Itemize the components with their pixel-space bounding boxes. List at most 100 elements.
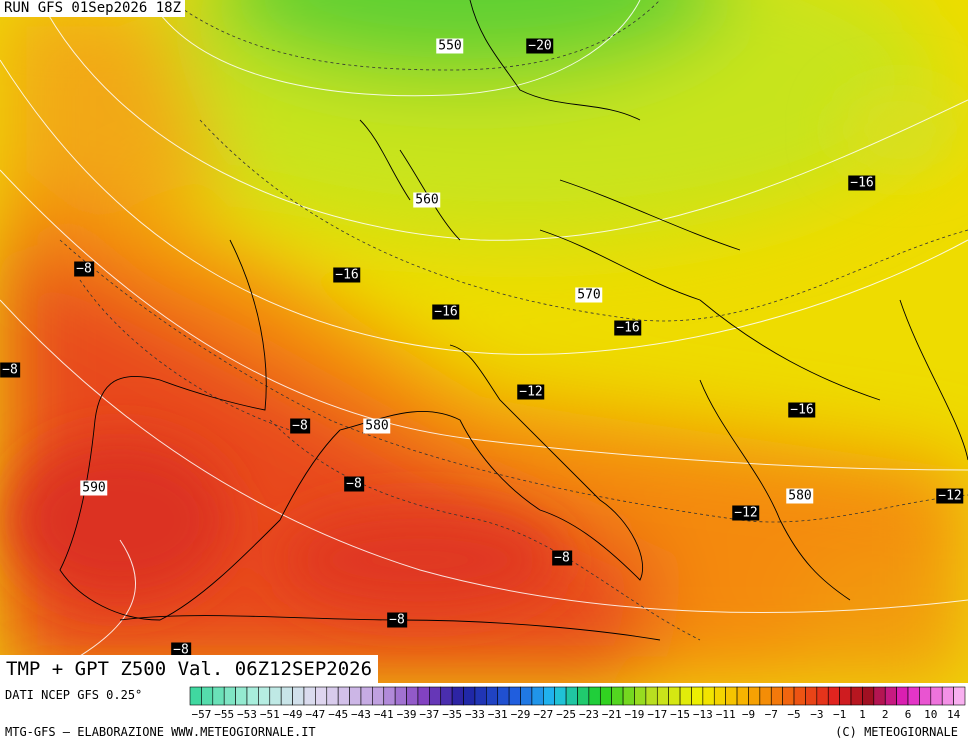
height-contours (0, 0, 968, 683)
color-swatch (793, 686, 806, 706)
color-swatch (451, 686, 464, 706)
temperature-contours (59, 0, 968, 641)
height-label: 580 (363, 418, 391, 434)
tick-label: −51 (259, 708, 280, 721)
footer-right: (C) METEOGIORNALE (835, 725, 958, 739)
color-swatch (497, 686, 510, 706)
color-swatch (702, 686, 715, 706)
color-swatch (941, 686, 954, 706)
color-swatch (782, 686, 795, 706)
color-swatch (691, 686, 704, 706)
color-swatch (235, 686, 248, 706)
color-swatch (599, 686, 612, 706)
color-swatch (588, 686, 601, 706)
temperature-label: −8 (387, 612, 407, 628)
tick-label: −31 (487, 708, 508, 721)
temperature-label: −16 (848, 175, 876, 191)
color-swatch (645, 686, 658, 706)
color-swatch (303, 686, 316, 706)
tick-label: −19 (624, 708, 645, 721)
color-swatch (577, 686, 590, 706)
color-swatch (907, 686, 920, 706)
color-swatch (508, 686, 521, 706)
height-label: 560 (413, 192, 441, 208)
temperature-label: −16 (432, 304, 460, 320)
tick-label: −29 (510, 708, 531, 721)
color-swatch (565, 686, 578, 706)
tick-label: −13 (692, 708, 713, 721)
color-swatch (611, 686, 624, 706)
color-swatch (759, 686, 772, 706)
color-bar (189, 686, 966, 706)
color-swatch (919, 686, 932, 706)
height-label: 570 (575, 287, 603, 303)
temperature-label: −8 (74, 261, 94, 277)
tick-label: −45 (328, 708, 349, 721)
tick-label: −53 (237, 708, 257, 721)
color-swatch (520, 686, 533, 706)
color-swatch (189, 686, 202, 706)
tick-label: −37 (419, 708, 440, 721)
tick-label: −49 (282, 708, 303, 721)
color-swatch (850, 686, 863, 706)
tick-label: −43 (351, 708, 371, 721)
height-label: 550 (436, 38, 464, 54)
color-swatch (884, 686, 897, 706)
color-swatch (246, 686, 259, 706)
color-swatch (770, 686, 783, 706)
temperature-label: −8 (290, 418, 310, 434)
tick-label: −17 (647, 708, 668, 721)
temperature-label: −12 (517, 384, 545, 400)
color-swatch (372, 686, 385, 706)
temperature-label: −12 (732, 505, 760, 521)
color-swatch (429, 686, 442, 706)
color-swatch (383, 686, 396, 706)
tick-label: 1 (859, 708, 866, 721)
color-swatch (805, 686, 818, 706)
color-swatch (394, 686, 407, 706)
color-swatch (862, 686, 875, 706)
coastlines (59, 0, 968, 641)
color-swatch (315, 686, 328, 706)
temperature-label: −16 (788, 402, 816, 418)
temperature-label: −8 (0, 362, 20, 378)
tick-label: −27 (533, 708, 554, 721)
color-swatch (656, 686, 669, 706)
tick-label: −41 (373, 708, 394, 721)
color-swatch (531, 686, 544, 706)
color-swatch (223, 686, 236, 706)
color-swatch (337, 686, 350, 706)
tick-label: −25 (556, 708, 577, 721)
color-swatch (486, 686, 499, 706)
color-swatch (873, 686, 886, 706)
tick-label: −9 (741, 708, 756, 721)
tick-label: −15 (670, 708, 690, 721)
footer-left: MTG-GFS – ELABORAZIONE WWW.METEOGIORNALE… (5, 725, 316, 739)
color-swatch (736, 686, 749, 706)
tick-label: −57 (191, 708, 212, 721)
color-swatch (269, 686, 282, 706)
temperature-label: −8 (552, 550, 572, 566)
temperature-label: −12 (936, 488, 964, 504)
color-swatch (713, 686, 726, 706)
weather-map (0, 0, 968, 683)
tick-label: −33 (464, 708, 485, 721)
temperature-label: −8 (171, 642, 191, 658)
height-label: 590 (80, 480, 108, 496)
tick-label: −7 (764, 708, 778, 721)
tick-label: −1 (833, 708, 847, 721)
color-swatch (212, 686, 225, 706)
color-swatch (816, 686, 829, 706)
color-swatch (543, 686, 556, 706)
tick-label: −35 (442, 708, 463, 721)
color-swatch (953, 686, 966, 706)
color-swatch (258, 686, 271, 706)
run-label: RUN GFS 01Sep2026 18Z (0, 0, 186, 17)
tick-label: −55 (214, 708, 235, 721)
color-swatch (280, 686, 293, 706)
tick-label: −39 (396, 708, 417, 721)
color-swatch (839, 686, 852, 706)
tick-label: −47 (305, 708, 326, 721)
color-swatch (292, 686, 305, 706)
